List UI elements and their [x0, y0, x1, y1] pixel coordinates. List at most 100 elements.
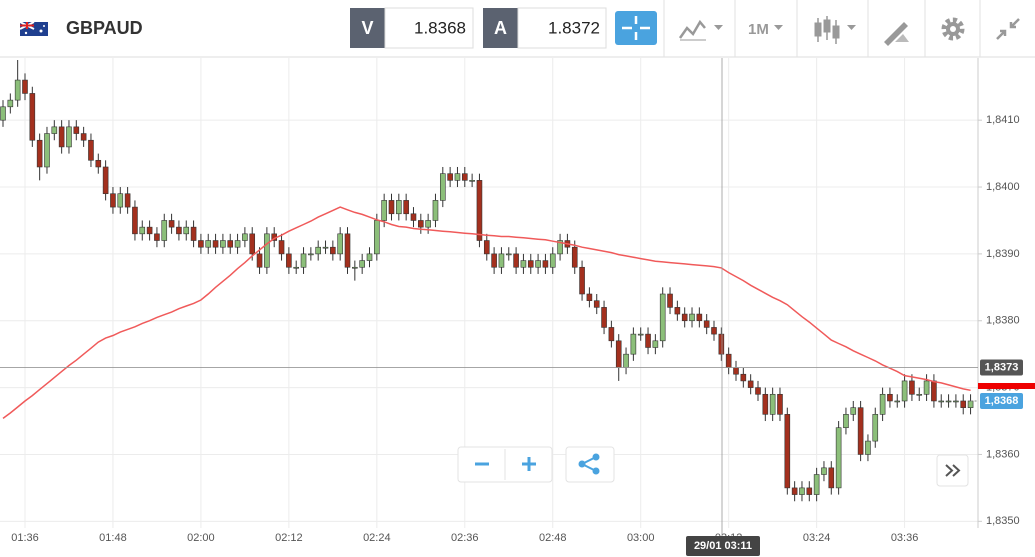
indicator-button[interactable] — [678, 19, 723, 41]
y-tick-label: 1,8390 — [986, 248, 1020, 260]
candle-body — [234, 240, 241, 248]
candle-body — [439, 173, 446, 201]
candle-body — [300, 253, 307, 268]
candle-body — [469, 180, 475, 182]
candle-body — [865, 440, 871, 455]
flag-icon — [19, 21, 48, 36]
x-tick-label: 03:24 — [803, 532, 831, 544]
candle-body — [542, 260, 549, 268]
candle-body — [733, 367, 739, 375]
zoom-buttons[interactable] — [457, 446, 553, 483]
candle-body — [777, 393, 783, 415]
candle-body — [220, 240, 226, 248]
candle-body — [520, 260, 527, 268]
candle-body — [293, 266, 300, 269]
x-tick-label: 03:36 — [891, 532, 919, 544]
collapse-button[interactable] — [996, 18, 1020, 40]
candle-body — [88, 139, 94, 161]
symbol: GBPAUD — [66, 18, 143, 38]
candle-body — [747, 380, 754, 388]
candle-body — [183, 226, 190, 235]
candle-body — [931, 380, 937, 402]
candle-body — [967, 400, 974, 408]
candle-body — [879, 393, 886, 415]
candle-body — [249, 233, 256, 255]
candle-body — [447, 173, 453, 181]
settings-button[interactable] — [941, 17, 965, 41]
candle-body — [769, 393, 776, 415]
candle-body — [857, 407, 864, 455]
candle-body — [359, 260, 365, 268]
bid-label: V — [361, 18, 373, 38]
candle-body — [557, 240, 563, 255]
overlay: 1,8373 1,8368 29/01 03:11 — [0, 359, 1023, 556]
candle-body — [791, 487, 798, 495]
candle-body — [711, 327, 717, 335]
draw-tool-button[interactable] — [884, 22, 909, 46]
candle-body — [916, 393, 923, 396]
share-button[interactable] — [565, 446, 615, 483]
candle-body — [784, 414, 791, 489]
candle-body — [322, 246, 329, 249]
candle-body — [476, 180, 483, 241]
candle-body — [923, 380, 930, 395]
candle-body — [630, 333, 637, 355]
candle-body — [308, 253, 314, 256]
candle-body — [205, 240, 212, 248]
candle-body — [659, 293, 666, 342]
candle-body — [264, 233, 270, 268]
candle-body — [623, 353, 629, 368]
candle-body — [432, 200, 439, 221]
candle-body — [425, 220, 431, 228]
candle-body — [102, 166, 109, 195]
candle-body — [278, 240, 285, 255]
candle-body — [806, 487, 813, 495]
candle-body — [953, 400, 959, 403]
candle-body — [212, 240, 219, 248]
crosshair-x-box — [686, 536, 760, 556]
candle-body — [615, 340, 622, 368]
candle-body — [960, 400, 967, 408]
candle-body — [740, 373, 747, 382]
candle-body — [696, 313, 703, 322]
candle-body — [0, 106, 6, 121]
candle-body — [454, 173, 461, 181]
scroll-right-button[interactable] — [936, 454, 969, 487]
candle-body — [601, 307, 607, 328]
candle-body — [7, 99, 14, 108]
ask-box[interactable]: A 1.8372 — [483, 7, 607, 49]
candle-body — [637, 333, 644, 336]
candle-body — [835, 427, 842, 489]
candle-body — [593, 300, 600, 308]
chart-type-button[interactable] — [814, 16, 856, 44]
candle-body — [828, 467, 835, 489]
last-price-box — [980, 392, 1023, 409]
candle-body — [124, 193, 131, 208]
candle-body — [176, 226, 182, 235]
candle-body — [344, 233, 351, 268]
candle-body — [491, 253, 497, 268]
candle-body — [396, 200, 402, 215]
candle-body — [44, 133, 50, 168]
candle-body — [887, 393, 893, 402]
candle-body — [549, 253, 556, 268]
ask-marker — [978, 383, 1035, 389]
crosshair-button[interactable] — [615, 11, 657, 45]
bid-box[interactable]: V 1.8368 — [350, 7, 474, 49]
toolbar-separators — [663, 0, 981, 57]
candle-body — [799, 487, 805, 495]
candle-body — [286, 253, 292, 268]
timeframe: 1M — [748, 21, 769, 38]
candle-body — [29, 93, 36, 141]
candle-body — [256, 253, 263, 268]
candle-body — [242, 233, 248, 241]
x-tick-label: 02:36 — [451, 532, 479, 544]
timeframe-button[interactable]: 1M — [748, 21, 783, 38]
candle-body — [608, 327, 615, 342]
candle-body — [66, 126, 72, 148]
candle-body — [843, 414, 849, 429]
candle-body — [227, 240, 234, 248]
x-tick-label: 03:00 — [627, 532, 655, 544]
